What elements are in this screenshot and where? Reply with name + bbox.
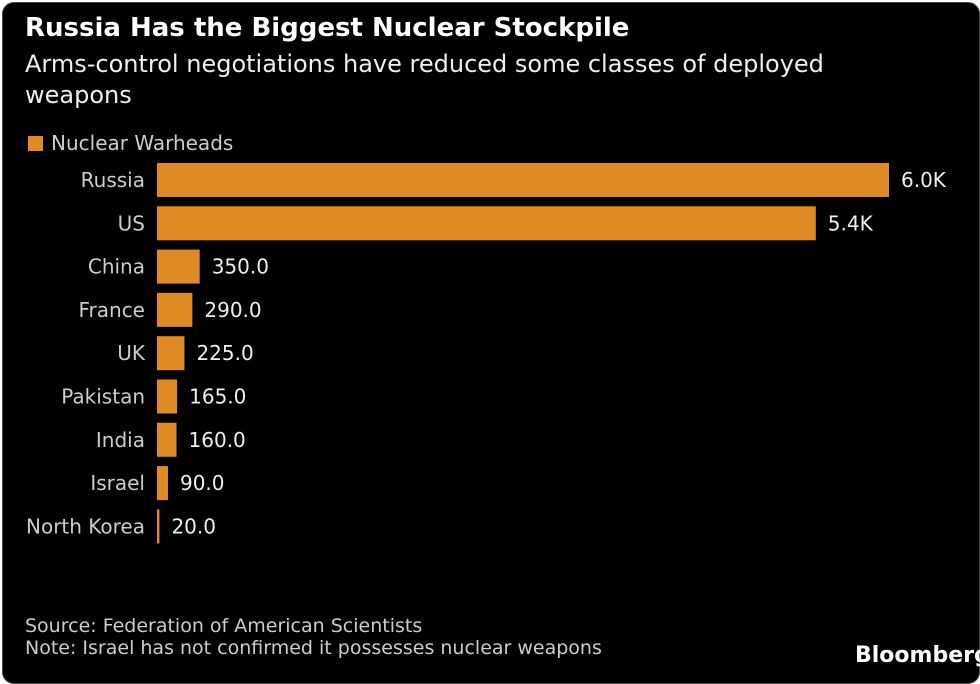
category-label: Pakistan bbox=[61, 385, 145, 409]
bar-india bbox=[157, 422, 177, 457]
bar-uk bbox=[157, 336, 185, 371]
data-label: 350.0 bbox=[212, 255, 269, 279]
legend-swatch bbox=[28, 135, 43, 151]
category-label: North Korea bbox=[26, 514, 145, 538]
category-label: India bbox=[96, 428, 145, 452]
legend: Nuclear Warheads bbox=[28, 131, 233, 155]
bar-chart: Russia 6.0K US 5.4K China 350.0 France 290.0 UK 2… bbox=[26, 163, 947, 544]
bar-china bbox=[157, 249, 200, 284]
chart-title: Russia Has the Biggest Nuclear Stockpile bbox=[25, 13, 630, 43]
data-label: 20.0 bbox=[171, 514, 216, 538]
bar-france bbox=[157, 292, 193, 327]
data-label: 225.0 bbox=[196, 341, 253, 365]
source-note: Source: Federation of American Scientist… bbox=[25, 615, 423, 637]
bar-russia bbox=[157, 163, 889, 197]
data-label: 160.0 bbox=[189, 428, 246, 452]
data-label: 6.0K bbox=[901, 168, 947, 192]
category-label: US bbox=[118, 211, 145, 235]
category-label: Israel bbox=[90, 471, 145, 495]
category-label: China bbox=[88, 255, 145, 279]
bar-north-korea bbox=[157, 509, 160, 544]
bar-israel bbox=[157, 466, 168, 501]
category-label: UK bbox=[117, 341, 146, 365]
data-label: 290.0 bbox=[204, 298, 261, 322]
data-label: 5.4K bbox=[828, 211, 874, 235]
legend-label: Nuclear Warheads bbox=[51, 131, 234, 155]
chart-subtitle: Arms-control negotiations have reduced s… bbox=[25, 50, 824, 109]
category-label: Russia bbox=[81, 168, 145, 192]
bar-us bbox=[157, 206, 816, 241]
data-label: 165.0 bbox=[189, 385, 246, 409]
bar-pakistan bbox=[157, 379, 178, 414]
category-label: France bbox=[78, 298, 145, 322]
data-label: 90.0 bbox=[180, 471, 225, 495]
